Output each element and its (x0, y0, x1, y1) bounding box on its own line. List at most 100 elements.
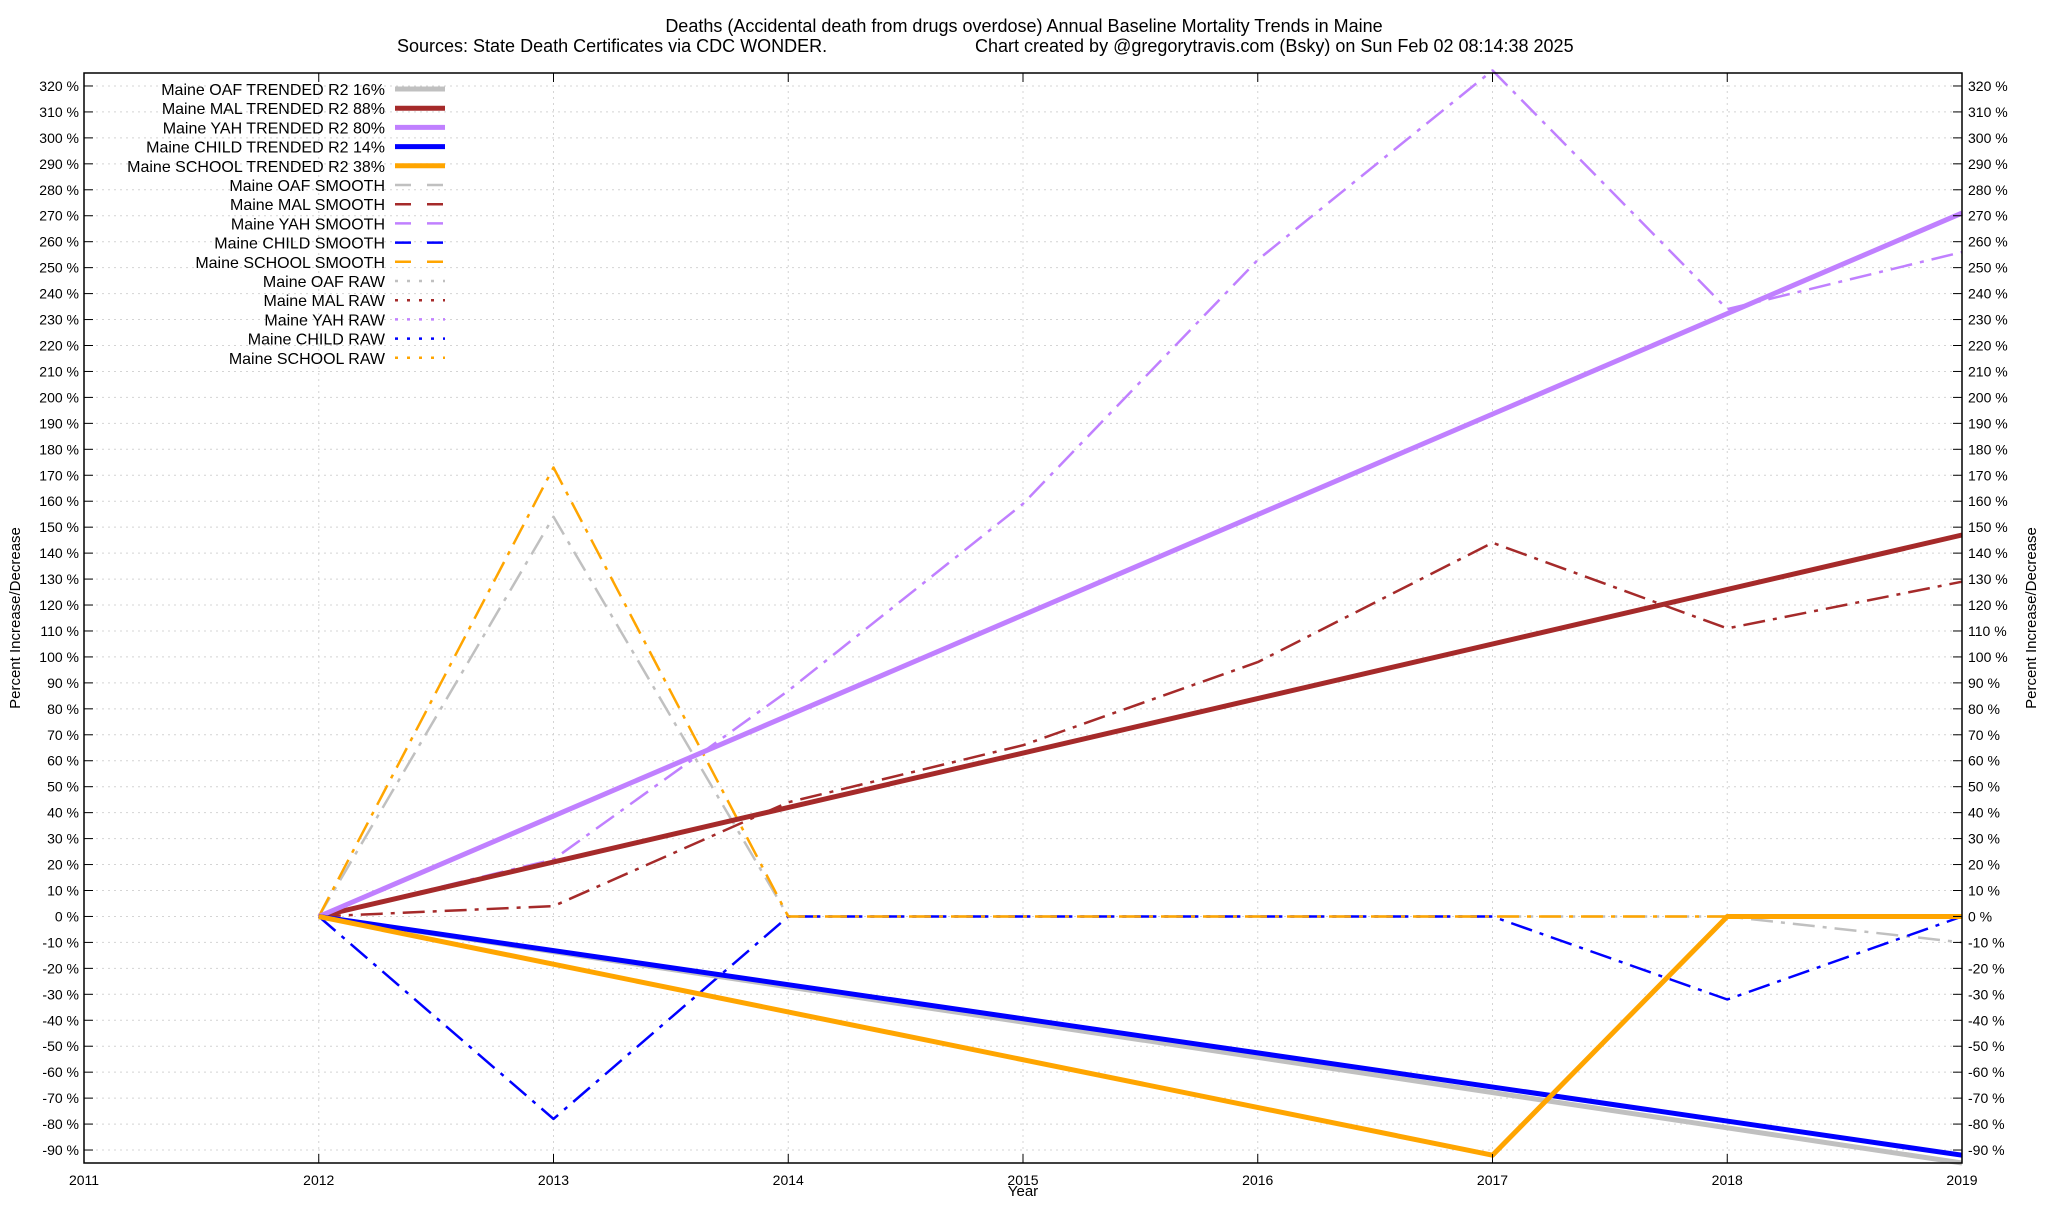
y-tick-label: 230 % (39, 312, 79, 328)
y-tick-label: 170 % (39, 467, 79, 483)
y-tick-label: 280 % (1968, 182, 2008, 198)
y-tick-label: 40 % (1968, 805, 2000, 821)
y-tick-label: 110 % (40, 623, 79, 639)
y-tick-label: 320 % (1968, 78, 2008, 94)
legend-label: Maine MAL TRENDED R2 88% (162, 101, 385, 118)
y-tick-label: -30 % (1968, 986, 2005, 1002)
y-tick-label: 80 % (1968, 701, 2000, 717)
y-tick-label: 70 % (1968, 727, 2000, 743)
legend: Maine OAF TRENDED R2 16% Maine MAL TRENDE… (127, 82, 445, 368)
y-tick-label: -90 % (42, 1142, 79, 1158)
legend-label: Maine YAH TRENDED R2 80% (163, 120, 385, 137)
y-tick-label: 130 % (1968, 571, 2008, 587)
x-tick-label: 2018 (1712, 1172, 1743, 1188)
y-tick-label: 220 % (1968, 338, 2008, 354)
y-tick-label: -10 % (42, 934, 79, 950)
y-tick-label: 250 % (1968, 260, 2008, 276)
y-tick-label: -10 % (1968, 934, 2005, 950)
y-tick-label: -60 % (42, 1064, 79, 1080)
y-tick-label: 170 % (1968, 467, 2008, 483)
y-tick-label: -40 % (42, 1012, 79, 1028)
y-axis-label-right: Percent Increase/Decrease (2023, 527, 2040, 709)
y-tick-label: -60 % (1968, 1064, 2005, 1080)
series-line (317, 915, 1963, 1121)
y-tick-label: -70 % (1968, 1090, 2005, 1106)
legend-label: Maine SCHOOL RAW (229, 351, 386, 368)
y-tick-label: 300 % (1968, 130, 2008, 146)
x-axis-label: Year (1008, 1183, 1038, 1200)
x-tick-label: 2017 (1477, 1172, 1508, 1188)
y-tick-label: 310 % (39, 104, 79, 120)
y-tick-label: 150 % (1968, 519, 2008, 535)
y-tick-label: 50 % (1968, 779, 2000, 795)
y-tick-label: 290 % (1968, 156, 2008, 172)
y-tick-label: 30 % (47, 831, 79, 847)
legend-label: Maine CHILD RAW (248, 332, 386, 349)
legend-label: Maine YAH RAW (264, 312, 386, 329)
y-tick-label: -20 % (42, 960, 79, 976)
y-tick-label: 200 % (1968, 389, 2008, 405)
y-tick-label: 230 % (1968, 312, 2008, 328)
y-tick-label: 90 % (1968, 675, 2000, 691)
y-tick-label: -50 % (1968, 1038, 2005, 1054)
legend-label: Maine OAF SMOOTH (229, 178, 385, 195)
y-tick-label: 190 % (39, 415, 79, 431)
legend-label: Maine OAF RAW (263, 274, 386, 291)
y-tick-label: 60 % (1968, 753, 2000, 769)
x-tick-label: 2015 (1007, 1172, 1038, 1188)
y-tick-label: 210 % (39, 363, 79, 379)
y-tick-label: 240 % (39, 286, 79, 302)
y-tick-label: 50 % (47, 779, 79, 795)
series-line (318, 532, 1963, 919)
x-axis: 2011 2012 2013 2014 2015 2016 2017 2018 2019 (69, 73, 1978, 1188)
x-tick-label: 2012 (303, 1172, 334, 1188)
legend-label: Maine MAL RAW (263, 293, 385, 310)
y-tick-label: 10 % (47, 883, 79, 899)
y-tick-label: 30 % (1968, 831, 2000, 847)
y-tick-label: 130 % (39, 571, 79, 587)
y-tick-label: 160 % (39, 493, 79, 509)
x-tick-label: 2013 (538, 1172, 569, 1188)
x-tick-label: 2016 (1242, 1172, 1273, 1188)
y-tick-label: 10 % (1968, 883, 2000, 899)
y-tick-label: -50 % (42, 1038, 79, 1054)
series-line (318, 541, 1963, 918)
y-axis-right: -90 % -80 % -70 % -60 % -50 % -40 % -30 % -20 %… (1953, 78, 2008, 1158)
y-tick-label: -40 % (1968, 1012, 2005, 1028)
y-tick-label: 0 % (55, 908, 79, 924)
legend-label: Maine OAF TRENDED R2 16% (161, 82, 385, 99)
y-tick-label: 120 % (1968, 597, 2008, 613)
y-tick-label: 180 % (1968, 441, 2008, 457)
y-tick-label: 120 % (39, 597, 79, 613)
y-tick-label: -30 % (42, 986, 79, 1002)
y-tick-label: 300 % (39, 130, 79, 146)
y-tick-label: 140 % (39, 545, 79, 561)
y-tick-label: 100 % (1968, 649, 2008, 665)
y-tick-label: 60 % (47, 753, 79, 769)
y-tick-label: 160 % (1968, 493, 2008, 509)
y-tick-label: -80 % (1968, 1116, 2005, 1132)
y-tick-label: 260 % (39, 234, 79, 250)
y-tick-label: 210 % (1968, 363, 2008, 379)
y-tick-label: 80 % (47, 701, 79, 717)
chart-subtitle-source: Sources: State Death Certificates via CD… (397, 36, 827, 56)
y-tick-label: 20 % (47, 857, 79, 873)
series-group (317, 69, 1963, 1166)
y-tick-label: -80 % (42, 1116, 79, 1132)
y-tick-label: 100 % (39, 649, 79, 665)
y-tick-label: 90 % (47, 675, 79, 691)
series-line (317, 210, 1963, 919)
x-tick-label: 2019 (1946, 1172, 1977, 1188)
chart-title: Deaths (Accidental death from drugs over… (665, 16, 1382, 36)
y-tick-label: 270 % (1968, 208, 2008, 224)
y-tick-label: 310 % (1968, 104, 2008, 120)
y-tick-label: 110 % (1968, 623, 2007, 639)
y-tick-label: 220 % (39, 338, 79, 354)
series-line (318, 914, 1962, 1158)
y-tick-label: 190 % (1968, 415, 2008, 431)
x-tick-label: 2011 (69, 1172, 99, 1188)
y-tick-label: 320 % (39, 78, 79, 94)
y-tick-label: 250 % (39, 260, 79, 276)
y-tick-label: -90 % (1968, 1142, 2005, 1158)
